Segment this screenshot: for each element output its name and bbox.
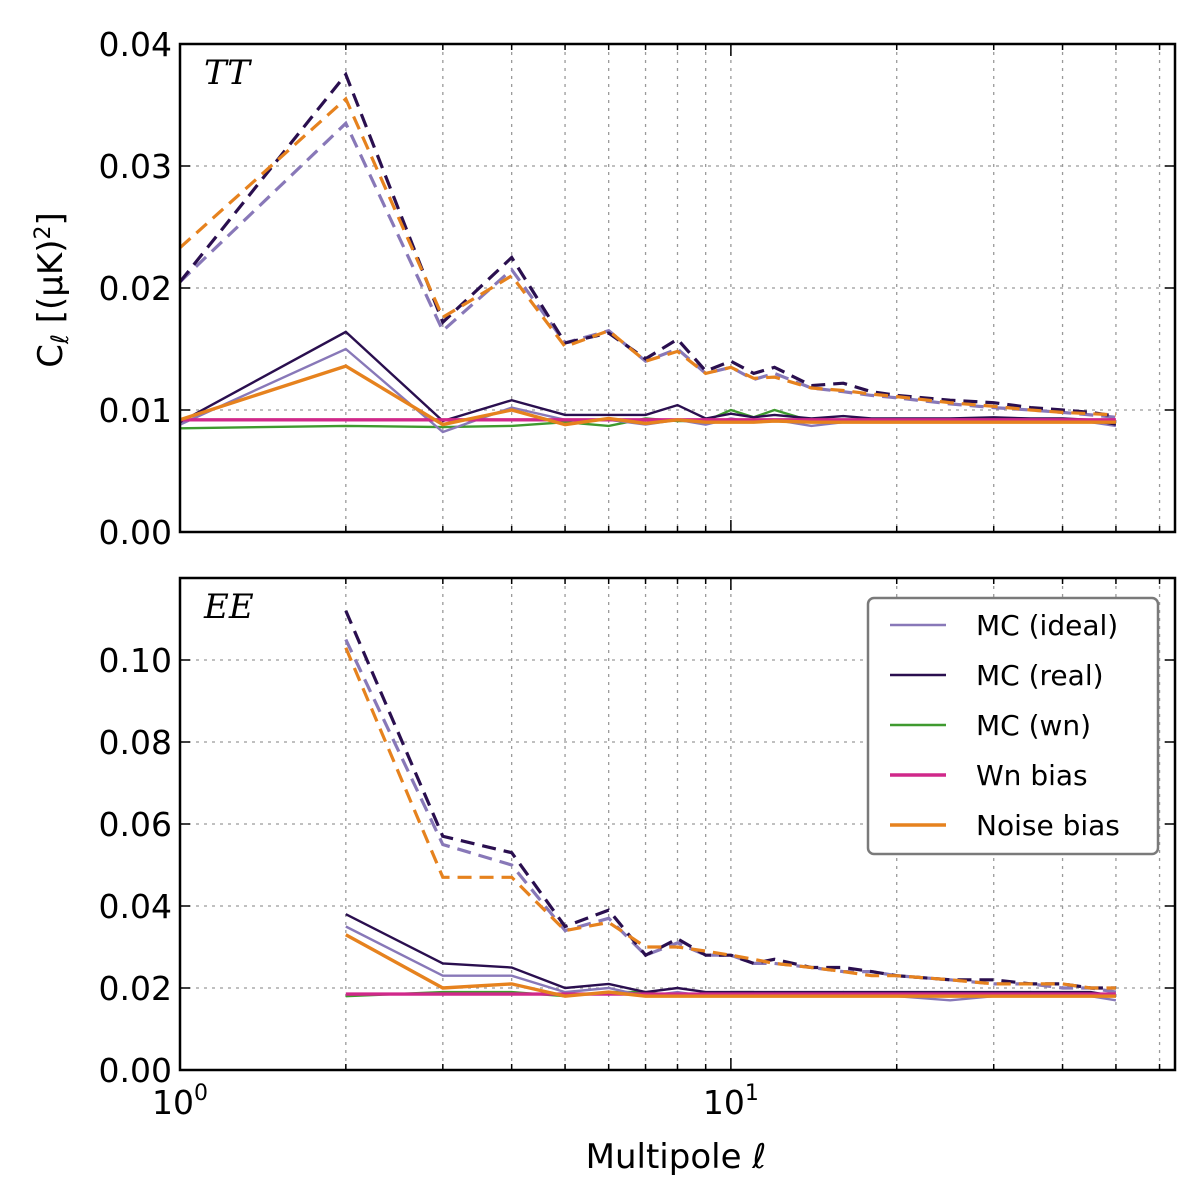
legend-label: Noise bias — [976, 809, 1120, 842]
series-line-noise-bias — [179, 364, 1116, 427]
y-tick-label: 0.10 — [99, 641, 172, 680]
series-line-mc-real — [345, 913, 1117, 998]
y-tick-label: 0.02 — [99, 269, 172, 308]
x-tick-label: 100 — [152, 1081, 208, 1122]
y-axis-label: Cℓ [(μK)2] — [31, 212, 74, 367]
x-tick-label: 101 — [703, 1081, 759, 1122]
series-line-mc-ideal-mean — [178, 120, 1117, 419]
series-line-mc-real-mean — [344, 610, 1116, 990]
y-tick-label: 0.00 — [99, 1051, 172, 1090]
y-tick-label: 0.04 — [99, 25, 172, 64]
series-line-mc-real — [179, 330, 1117, 426]
y-tick-label: 0.04 — [99, 887, 172, 926]
legend-label: MC (real) — [976, 659, 1104, 692]
y-tick-label: 0.02 — [99, 969, 172, 1008]
legend-label: Wn bias — [976, 759, 1088, 792]
legend: MC (ideal) MC (real) MC (wn) Wn bias Noise b… — [866, 596, 1160, 856]
legend-label: MC (wn) — [976, 709, 1091, 742]
series-line-noise-mean — [178, 96, 1116, 417]
series-line-mc-real-mean — [178, 71, 1117, 418]
ee-panel: 0.00 0.02 0.04 0.06 0.08 0.10 100 101 EE — [99, 576, 1177, 1122]
series-line-noise-bias — [344, 933, 1116, 998]
y-tick-label: 0.01 — [99, 391, 172, 430]
y-tick-label: 0.06 — [99, 805, 172, 844]
y-tick-label: 0.08 — [99, 723, 172, 762]
x-axis-label: Multipole ℓ — [586, 1137, 767, 1177]
plot-frame — [178, 576, 1177, 1072]
panel-label-tt: TT — [204, 53, 252, 93]
tt-panel: 0.00 0.01 0.02 0.03 0.04 TT — [99, 25, 1177, 552]
legend-box — [866, 596, 1160, 856]
series-line-noise-mean — [344, 647, 1116, 990]
y-tick-label: 0.03 — [99, 147, 172, 186]
plot-frame — [178, 42, 1177, 534]
panel-label-ee: EE — [203, 587, 254, 627]
y-tick-label: 0.00 — [99, 513, 172, 552]
legend-label: MC (ideal) — [976, 609, 1118, 642]
